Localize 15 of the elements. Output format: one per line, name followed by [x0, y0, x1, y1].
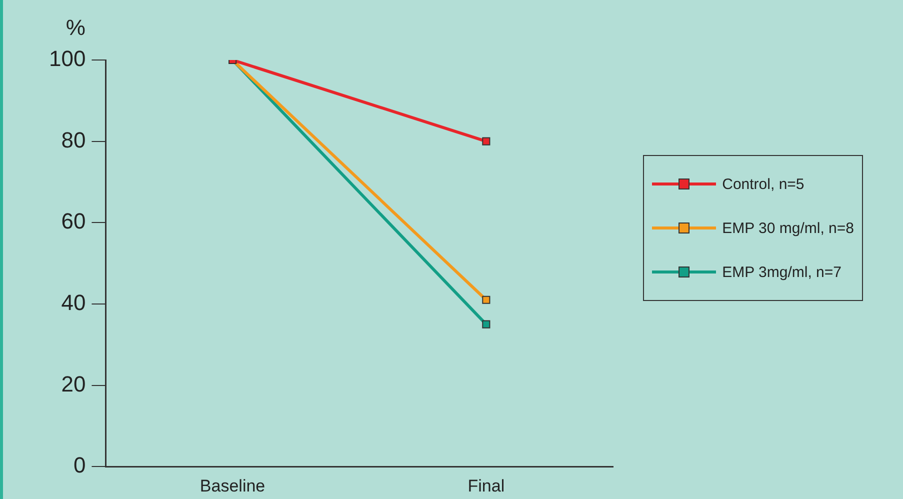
x-tick-label: Final [468, 476, 505, 496]
legend-label: Control, n=5 [722, 176, 804, 192]
y-tick-label: 80 [61, 127, 86, 152]
y-tick-label: 40 [61, 290, 86, 316]
point [482, 320, 490, 328]
legend-label: EMP 3mg/ml, n=7 [722, 264, 842, 280]
point [482, 137, 490, 146]
y-tick-label: 0 [73, 452, 86, 478]
y-tick-label: 60 [61, 208, 86, 234]
x-tick-label: Baseline [200, 476, 266, 496]
y-axis-title: % [66, 15, 86, 40]
point [482, 296, 490, 304]
y-tick-label: 100 [48, 46, 86, 72]
legend-label: EMP 30 mg/ml, n=8 [722, 220, 854, 236]
y-tick-label: 20 [61, 371, 86, 396]
